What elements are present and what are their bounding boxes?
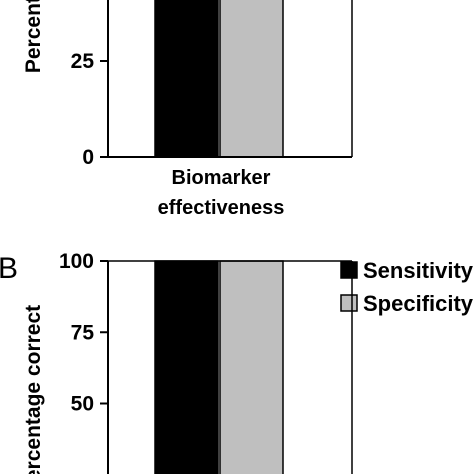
panel-b-bars <box>154 260 284 474</box>
panel-b-y-ticks: 50 75 100 <box>59 250 108 416</box>
panel-a-category-label-line-2: effectiveness <box>158 197 285 219</box>
panel-a-bars <box>154 0 284 158</box>
panel-b-bar-sensitivity <box>154 260 219 474</box>
panel-b-bar-specificity <box>219 260 284 474</box>
legend-swatch-specificity <box>340 294 358 312</box>
panel-b-y-tick-label-50: 50 <box>71 393 94 416</box>
panel-b-y-tick-label-75: 75 <box>71 321 95 344</box>
legend-label-specificity: Specificity <box>363 291 474 316</box>
panel-b-y-tick-label-100: 100 <box>59 250 94 273</box>
legend-label-sensitivity: Sensitivity <box>363 258 474 283</box>
panel-b-legend: Sensitivity Specificity <box>340 258 474 316</box>
panel-a-bar-sensitivity <box>154 0 219 158</box>
panel-a-y-ticks: 02550 <box>71 50 108 169</box>
panel-a-bar-specificity <box>219 0 284 158</box>
panel-a-y-axis-title: Percentage correct <box>22 0 45 73</box>
panel-a-y-tick-label-25: 25 <box>71 50 95 73</box>
panel-a: 02550 Percentage correct Biomarker effec… <box>22 0 353 219</box>
panel-b-letter: B <box>0 252 18 285</box>
panel-b: B 50 75 100 Percentage correct Sensitivity… <box>0 250 474 474</box>
panel-a-y-tick-label-0: 0 <box>82 146 94 169</box>
panel-b-y-axis-title: Percentage correct <box>22 305 45 474</box>
panel-a-category-label-line-1: Biomarker <box>172 167 271 189</box>
legend-swatch-sensitivity <box>340 261 358 279</box>
